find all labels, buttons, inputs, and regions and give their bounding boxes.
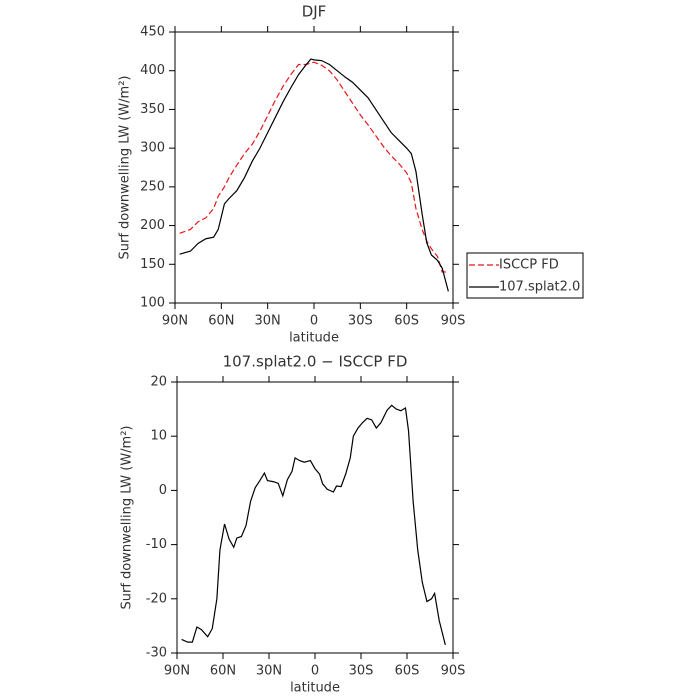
y-tick-label: -10 xyxy=(146,537,167,552)
x-tick-label: 30S xyxy=(349,664,374,679)
legend-box xyxy=(466,252,584,299)
x-tick-label: 60N xyxy=(208,314,234,329)
x-tick-label: 90S xyxy=(441,664,466,679)
x-tick-label: 90N xyxy=(162,314,188,329)
x-axis-label: latitude xyxy=(289,331,339,346)
y-tick-label: -20 xyxy=(146,591,167,606)
x-tick-label: 30S xyxy=(348,314,373,329)
y-tick-label: 300 xyxy=(140,141,165,156)
x-tick-label: 60S xyxy=(394,314,419,329)
x-tick-label: 90N xyxy=(164,664,190,679)
legend-label: ISCCP FD xyxy=(499,258,559,273)
x-axis-label: latitude xyxy=(290,681,340,696)
plot-frame xyxy=(174,31,454,304)
y-tick-label: 400 xyxy=(140,63,165,78)
chart-title: DJF xyxy=(302,3,327,21)
y-tick-label: -30 xyxy=(146,646,167,661)
x-tick-label: 90S xyxy=(441,314,466,329)
y-tick-label: 150 xyxy=(140,257,165,272)
y-tick-label: 250 xyxy=(140,179,165,194)
y-tick-label: 10 xyxy=(150,429,167,444)
y-tick-label: 100 xyxy=(140,296,165,311)
y-tick-label: 350 xyxy=(140,102,165,117)
y-axis-label: Surf downwelling LW (W/m²) xyxy=(120,426,135,610)
y-tick-label: 450 xyxy=(140,25,165,40)
y-tick-label: 200 xyxy=(140,218,165,233)
data-line xyxy=(181,404,446,646)
chart-title: 107.splat2.0 − ISCCP FD xyxy=(223,353,408,371)
data-line xyxy=(179,58,449,292)
plot-frame xyxy=(176,381,454,654)
x-tick-label: 60S xyxy=(395,664,420,679)
x-tick-label: 0 xyxy=(310,314,318,329)
x-tick-label: 30N xyxy=(256,664,282,679)
data-line xyxy=(179,61,449,273)
legend-label: 107.splat2.0 xyxy=(499,280,580,295)
y-tick-label: 0 xyxy=(159,483,167,498)
y-axis-label: Surf downwelling LW (W/m²) xyxy=(118,76,133,260)
x-tick-label: 0 xyxy=(311,664,319,679)
y-tick-label: 20 xyxy=(150,375,167,390)
x-tick-label: 60N xyxy=(210,664,236,679)
x-tick-label: 30N xyxy=(255,314,281,329)
